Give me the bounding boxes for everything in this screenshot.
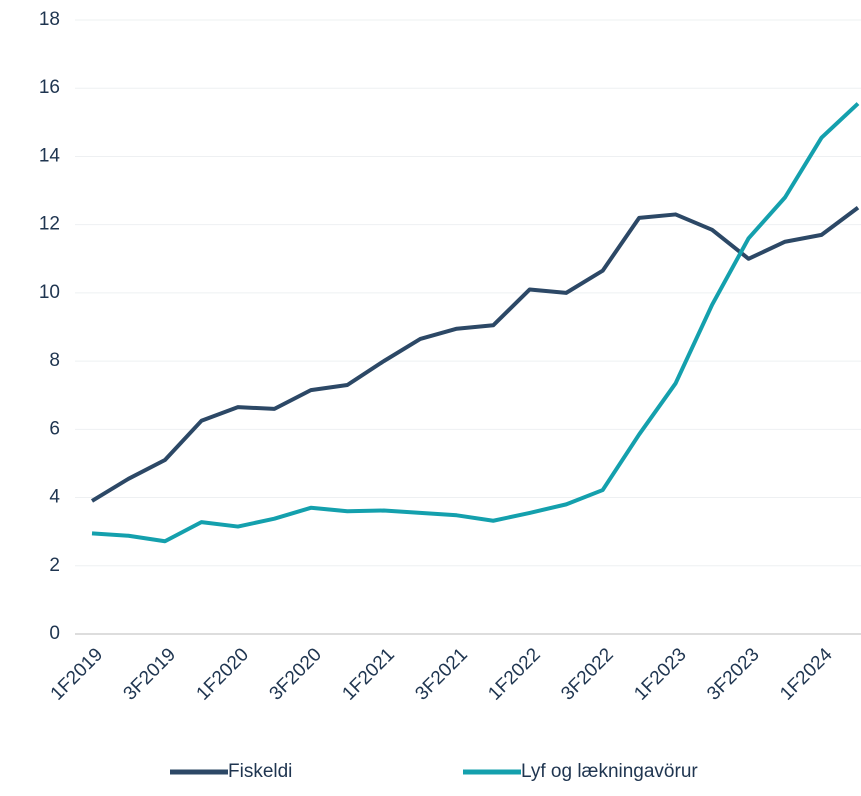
y-tick-label: 8 <box>49 350 60 371</box>
y-tick-label: 18 <box>39 9 60 30</box>
x-tick-label: 3F2023 <box>703 644 763 704</box>
legend-label: Lyf og lækningavörur <box>521 761 698 782</box>
x-tick-label: 3F2020 <box>266 644 326 704</box>
x-tick-label: 3F2021 <box>411 644 471 704</box>
x-tick-label: 3F2022 <box>557 644 617 704</box>
y-tick-label: 4 <box>49 487 60 508</box>
x-tick-label: 1F2020 <box>193 644 253 704</box>
x-tick-label: 1F2019 <box>47 644 107 704</box>
x-tick-label: 3F2019 <box>120 644 180 704</box>
series-line <box>90 206 860 503</box>
x-tick-label: 1F2021 <box>338 644 398 704</box>
x-tick-label: 1F2023 <box>630 644 690 704</box>
y-tick-label: 16 <box>39 77 60 98</box>
y-tick-label: 12 <box>39 214 60 235</box>
y-tick-label: 2 <box>49 555 60 576</box>
x-tick-label: 1F2022 <box>484 644 544 704</box>
x-tick-label: 1F2024 <box>776 644 837 705</box>
y-tick-label: 10 <box>39 282 60 303</box>
y-tick-label: 6 <box>49 418 60 439</box>
y-tick-label: 14 <box>39 145 61 166</box>
legend-label: Fiskeldi <box>228 761 292 782</box>
series-line <box>91 102 860 544</box>
y-tick-label: 0 <box>49 623 60 644</box>
